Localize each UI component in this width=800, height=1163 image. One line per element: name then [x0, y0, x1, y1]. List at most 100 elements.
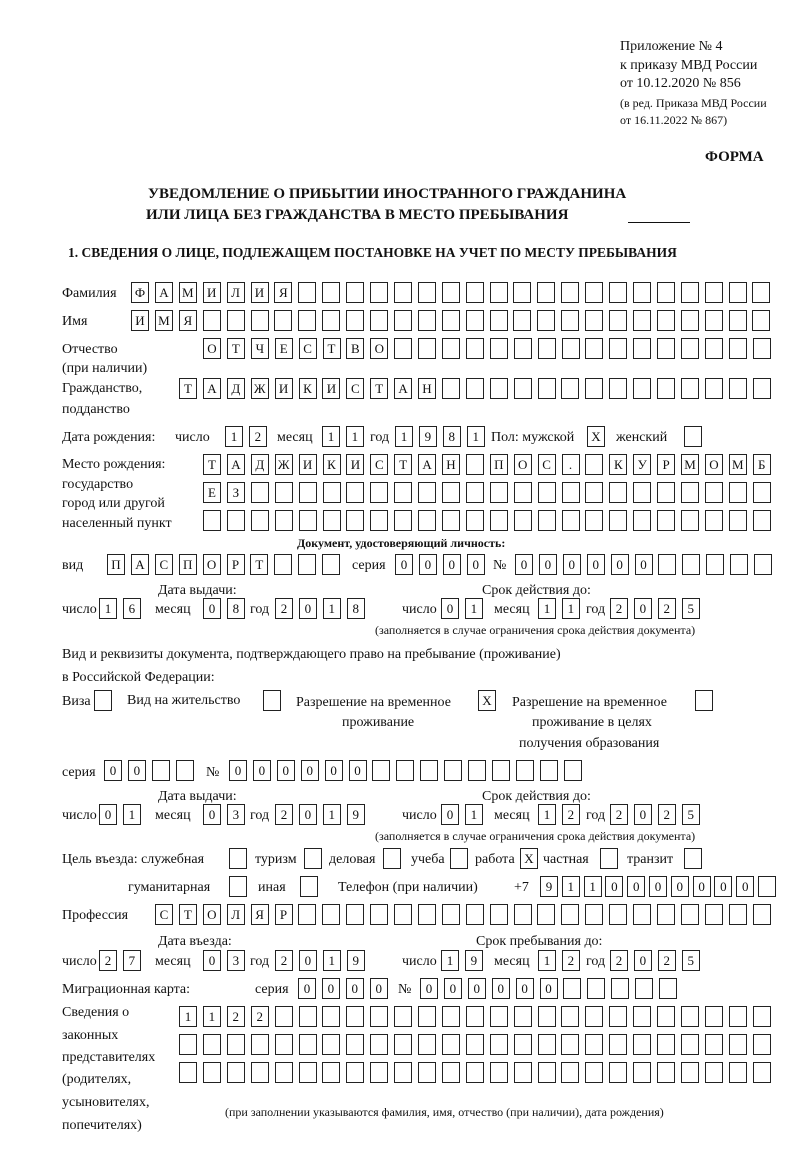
char-cell[interactable] — [465, 1062, 484, 1083]
char-cell[interactable]: 2 — [226, 1006, 245, 1027]
char-cell[interactable] — [179, 1034, 197, 1055]
char-cell[interactable]: 0 — [369, 978, 388, 999]
char-cell[interactable] — [346, 510, 365, 531]
char-cell[interactable] — [322, 1034, 341, 1055]
char-cell[interactable] — [441, 378, 460, 399]
char-cell[interactable] — [250, 482, 269, 503]
char-cell[interactable]: 1 — [322, 804, 341, 825]
char-cell[interactable] — [728, 310, 747, 331]
char-cell[interactable] — [585, 510, 604, 531]
char-cell[interactable] — [704, 378, 723, 399]
char-cell[interactable]: 0 — [298, 978, 316, 999]
char-cell[interactable]: 0 — [692, 876, 711, 897]
char-cell[interactable]: Р — [274, 904, 293, 925]
char-cell[interactable]: Д — [226, 378, 245, 399]
char-cell[interactable]: 0 — [203, 598, 221, 619]
char-cell[interactable]: 0 — [298, 598, 317, 619]
char-cell[interactable] — [681, 482, 699, 503]
char-cell[interactable] — [394, 1006, 413, 1027]
char-cell[interactable] — [682, 554, 701, 575]
char-cell[interactable]: 1 — [561, 598, 580, 619]
char-cell[interactable] — [465, 1006, 484, 1027]
char-cell[interactable]: 1 — [464, 804, 483, 825]
char-cell[interactable] — [418, 510, 437, 531]
char-cell[interactable] — [728, 904, 747, 925]
char-cell[interactable] — [563, 978, 582, 999]
char-cell[interactable]: 0 — [441, 598, 459, 619]
char-cell[interactable]: 0 — [203, 950, 221, 971]
char-cell[interactable]: Т — [178, 904, 197, 925]
char-cell[interactable] — [633, 904, 651, 925]
char-cell[interactable] — [680, 1062, 699, 1083]
char-cell[interactable]: Ж — [274, 454, 293, 475]
char-cell[interactable] — [728, 338, 747, 359]
char-cell[interactable]: Н — [442, 454, 460, 475]
char-cell[interactable]: 0 — [736, 876, 755, 897]
char-cell[interactable] — [274, 1006, 293, 1027]
char-cell[interactable] — [657, 378, 675, 399]
char-cell[interactable]: П — [178, 554, 197, 575]
char-cell[interactable]: К — [322, 454, 341, 475]
char-cell[interactable] — [657, 482, 676, 503]
char-cell[interactable] — [704, 510, 723, 531]
char-cell[interactable] — [394, 1062, 413, 1083]
char-cell[interactable] — [274, 554, 293, 575]
char-cell[interactable]: 0 — [627, 876, 646, 897]
char-cell[interactable] — [322, 510, 341, 531]
char-cell[interactable]: 2 — [250, 1006, 269, 1027]
char-cell[interactable] — [179, 1062, 197, 1083]
char-cell[interactable] — [394, 904, 412, 925]
char-cell[interactable] — [752, 510, 771, 531]
char-cell[interactable] — [298, 1034, 317, 1055]
char-cell[interactable]: О — [370, 338, 389, 359]
char-cell[interactable] — [250, 510, 269, 531]
char-cell[interactable] — [561, 282, 580, 303]
char-cell[interactable]: 2 — [275, 598, 293, 619]
char-cell[interactable] — [633, 1034, 652, 1055]
char-cell[interactable] — [370, 1062, 389, 1083]
char-cell[interactable]: 1 — [538, 598, 556, 619]
char-cell[interactable] — [609, 1062, 628, 1083]
char-cell[interactable]: Т — [179, 378, 197, 399]
char-cell[interactable]: С — [298, 338, 317, 359]
char-cell[interactable]: Е — [274, 338, 293, 359]
char-cell[interactable] — [704, 482, 723, 503]
char-cell[interactable] — [420, 760, 439, 781]
char-cell[interactable] — [585, 1034, 604, 1055]
char-cell[interactable] — [561, 904, 580, 925]
char-cell[interactable]: Р — [226, 554, 245, 575]
char-cell[interactable]: Я — [250, 904, 269, 925]
char-cell[interactable]: П — [107, 554, 125, 575]
char-cell[interactable] — [250, 310, 269, 331]
char-cell[interactable] — [680, 1006, 699, 1027]
char-cell[interactable]: А — [226, 454, 245, 475]
char-cell[interactable] — [561, 310, 580, 331]
char-cell[interactable] — [632, 310, 651, 331]
char-cell[interactable]: 0 — [321, 978, 340, 999]
char-cell[interactable] — [468, 760, 486, 781]
char-cell[interactable] — [513, 310, 532, 331]
char-cell[interactable] — [561, 1034, 580, 1055]
char-cell[interactable]: 0 — [610, 554, 629, 575]
char-cell[interactable] — [758, 876, 776, 897]
char-cell[interactable] — [609, 282, 627, 303]
char-cell[interactable] — [393, 282, 412, 303]
char-cell[interactable] — [489, 1034, 508, 1055]
char-cell[interactable] — [754, 554, 772, 575]
char-cell[interactable]: И — [322, 378, 341, 399]
char-cell[interactable] — [465, 904, 484, 925]
char-cell[interactable] — [383, 848, 401, 869]
char-cell[interactable] — [611, 978, 630, 999]
char-cell[interactable]: У — [633, 454, 652, 475]
char-cell[interactable]: 0 — [634, 554, 653, 575]
char-cell[interactable] — [656, 904, 675, 925]
char-cell[interactable]: 0 — [633, 804, 652, 825]
char-cell[interactable]: 1 — [202, 1006, 221, 1027]
char-cell[interactable] — [489, 310, 508, 331]
char-cell[interactable] — [585, 338, 604, 359]
char-cell[interactable]: 0 — [298, 950, 317, 971]
char-cell[interactable]: 0 — [714, 876, 733, 897]
char-cell[interactable] — [394, 482, 413, 503]
char-cell[interactable]: 0 — [562, 554, 581, 575]
char-cell[interactable] — [300, 876, 318, 897]
